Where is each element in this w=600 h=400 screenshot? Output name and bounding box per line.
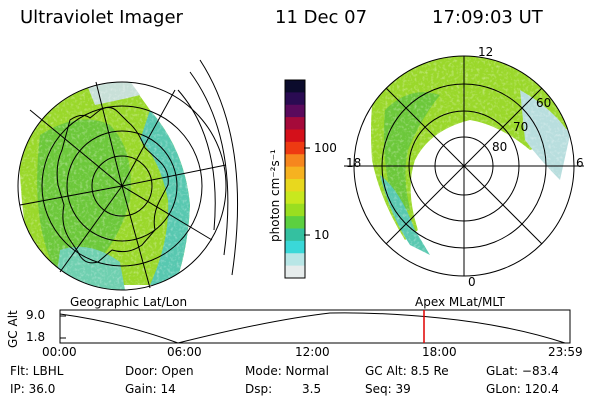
door-info: Door: Open — [125, 364, 194, 378]
timeline-x-tick-2359: 23:59 — [548, 345, 583, 359]
gc-alt-info: GC Alt: 8.5 Re — [365, 364, 449, 378]
timeline-x-tick-0000: 00:00 — [42, 345, 77, 359]
date-label: 11 Dec 07 — [275, 7, 368, 28]
colorbar-segment — [285, 228, 305, 242]
timeline-x-tick-0600: 06:00 — [167, 345, 202, 359]
ip-info: IP: 36.0 — [10, 382, 56, 396]
colorbar-segment — [285, 166, 305, 180]
colorbar-frame — [284, 79, 306, 279]
colorbar-segment — [285, 216, 305, 229]
colorbar-tick-100: 100 — [314, 141, 337, 155]
geographic-image — [17, 59, 238, 291]
mlat-label-70: 70 — [513, 120, 529, 134]
colorbar-segment — [285, 104, 305, 118]
time-label: 17:09:03 UT — [432, 7, 543, 28]
dsp-info-label: Dsp: — [245, 382, 273, 396]
timeline-x-tick-1200: 12:00 — [295, 345, 330, 359]
colorbar-unit-label: photon cm⁻²s⁻¹ — [268, 149, 282, 242]
timeline-x-tick-1800: 18:00 — [422, 345, 457, 359]
colorbar — [284, 79, 306, 279]
glat-info: GLat: −83.4 — [486, 364, 559, 378]
colorbar-segment — [285, 203, 305, 217]
mlat-label-60: 60 — [536, 96, 552, 110]
dsp-info-value: 3.5 — [302, 382, 322, 396]
colorbar-segment — [285, 265, 305, 279]
magnetic-caption: Apex MLat/MLT — [415, 295, 505, 309]
colorbar-segment — [285, 240, 305, 254]
seq-info: Seq: 39 — [365, 382, 411, 396]
mode-info: Mode: Normal — [245, 364, 329, 378]
timeline-y-tick-1-8: 1.8 — [26, 330, 46, 344]
altitude-timeline — [59, 309, 571, 344]
gain-info: Gain: 14 — [125, 382, 176, 396]
colorbar-segment — [285, 253, 305, 267]
glon-info: GLon: 120.4 — [486, 382, 559, 396]
mlt-label-0: 0 — [468, 275, 476, 289]
timeline-y-label: GC Alt — [6, 310, 20, 348]
colorbar-segment — [285, 179, 305, 192]
colorbar-ticks — [304, 147, 310, 236]
mlt-label-18: 18 — [346, 156, 362, 170]
colorbar-segment — [285, 141, 305, 155]
mlt-label-6: 6 — [576, 156, 584, 170]
colorbar-segment — [285, 80, 305, 93]
mlat-label-80: 80 — [492, 140, 508, 154]
colorbar-segment — [285, 191, 305, 205]
colorbar-segment — [285, 92, 305, 106]
colorbar-segment — [285, 154, 305, 168]
filter-info: Flt: LBHL — [10, 364, 64, 378]
timeline-y-tick-9: 9.0 — [26, 308, 46, 322]
geographic-caption: Geographic Lat/Lon — [70, 295, 188, 309]
colorbar-segment — [285, 117, 305, 130]
colorbar-segment — [285, 129, 305, 143]
magnetic-image — [344, 55, 584, 277]
instrument-title: Ultraviolet Imager — [20, 7, 183, 28]
mlt-label-12: 12 — [478, 45, 494, 59]
colorbar-tick-10: 10 — [314, 228, 330, 242]
